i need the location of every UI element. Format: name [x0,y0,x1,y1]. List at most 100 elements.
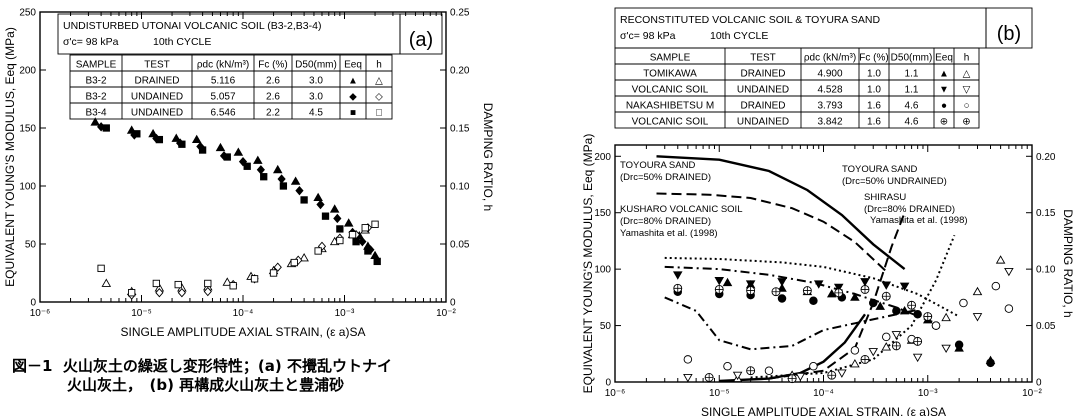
data-point-cross [715,285,724,294]
data-point [809,361,818,371]
data-point [683,355,693,364]
x-tick-label: 10⁻⁴ [813,388,834,399]
data-point [986,358,995,368]
data-point-cross [788,374,797,383]
table-cell: VOLCANIC SOIL [632,117,709,128]
table-cell: ◇ [375,92,383,103]
table-header-cell: D50(mm) [295,60,337,71]
table-cell: UNDAINED [131,108,183,119]
data-point [959,298,968,308]
table-cell: 2.6 [266,76,280,87]
data-point [809,296,818,305]
y-tick-label: 0 [605,378,611,389]
data-point [1004,267,1014,277]
table-cell: NAKASHIBETSU M [626,101,714,112]
y-tick-label: 100 [19,182,36,193]
data-point [204,279,212,288]
y-axis-label: EQUIVALENT YOUNG'S MODULUS, Eeq (MPa) [3,27,17,287]
chart-panel-a: 10⁻⁶ 10⁻⁵ 10⁻⁴ 10⁻³ 10⁻²05010015020025000.05… [3,8,495,340]
table-cell: 1.6 [867,101,881,112]
table-cell: VOLCANIC SOIL [632,85,709,96]
table-cell: B3-4 [85,108,107,119]
caption-line-2: 火山灰土， (b) 再構成火山灰土と豊浦砂 [67,376,345,394]
table-cell: 1.0 [867,69,881,80]
table-cell: △ [375,76,383,87]
data-point [198,146,207,154]
table-header-cell: SAMPLE [76,60,117,71]
reference-curve [656,192,887,273]
data-point [881,342,892,351]
data-point [321,212,330,220]
data-point [777,294,787,303]
table-cell: ○ [963,101,969,112]
table-cell: △ [963,69,971,80]
data-point [850,359,860,368]
y-tick-label: 150 [19,124,36,135]
y2-tick-label: 0.10 [450,182,470,193]
y-tick-label: 50 [600,321,612,332]
x-tick-label: 10⁻⁶ [605,388,626,399]
data-point [732,371,743,381]
data-point [178,140,186,148]
table-cell: B3-2 [85,76,107,87]
curve-annotation: KUSHARO VOLCANIC SOIL [620,204,742,215]
data-point [673,283,683,293]
data-point [333,213,342,224]
table-cell: 4.5 [309,108,323,119]
data-point [223,153,231,161]
data-point [899,305,910,315]
data-point [1004,304,1014,313]
y2-tick-label: 0.20 [450,66,470,77]
x-axis-label: SINGLE AMPLITUDE AXIAL STRAIN, (ε a)SA [701,405,946,416]
data-point [361,224,369,232]
data-point [912,353,923,363]
y2-tick-label: 0.15 [450,124,470,135]
x-tick-label: 10⁻⁵ [709,388,730,399]
data-point [336,225,344,233]
curve-annotation: (Drc=50% UNDRAINED) [842,176,947,187]
caption-label: 図－1 [12,357,53,375]
table-cell: 1.6 [867,117,881,128]
data-point [923,312,933,321]
table-cell: DRAINED [134,76,179,87]
table-header-cell: Fc (%) [258,60,287,71]
curve-annotation: (Drc=80% DRAINED) [620,216,711,227]
data-point [272,164,283,174]
data-point [813,280,824,289]
curve-annotation: SHIRASU [864,192,906,203]
data-point [229,282,237,290]
data-point [931,321,941,330]
data-point-cross [827,371,836,380]
table-cell: 1.0 [867,85,881,96]
x-tick-label: 10⁻³ [335,308,355,319]
y2-tick-label: 0.10 [1036,265,1056,276]
table-header-cell: TEST [750,53,776,64]
table-header-cell: h [964,53,970,64]
table-header-cell: SAMPLE [650,53,691,64]
data-point [277,174,286,184]
condition-cycle: 10th CYCLE [710,30,768,42]
data-point-cross [860,355,869,364]
condition-stress: σ'c= 98 kPa [620,30,676,42]
data-point [714,285,724,294]
table-cell: 1.1 [905,69,919,80]
x-tick-label: 10⁻⁶ [30,308,51,319]
data-point [222,277,233,286]
data-point [834,288,844,298]
data-point [256,165,265,175]
data-point [300,196,308,204]
data-point [704,373,714,382]
y2-tick-label: 0.20 [1036,152,1056,163]
panel-label-box [399,13,443,55]
table-cell: 4.6 [905,117,919,128]
data-point [174,280,182,289]
table-cell: UNDAINED [737,117,789,128]
y-tick-label: 100 [594,265,611,276]
data-point [995,255,1006,264]
data-point [203,286,212,297]
x-tick-label: 10⁻² [436,308,456,319]
data-point [101,278,112,287]
table-cell: DRAINED [740,101,785,112]
data-point [215,142,226,152]
